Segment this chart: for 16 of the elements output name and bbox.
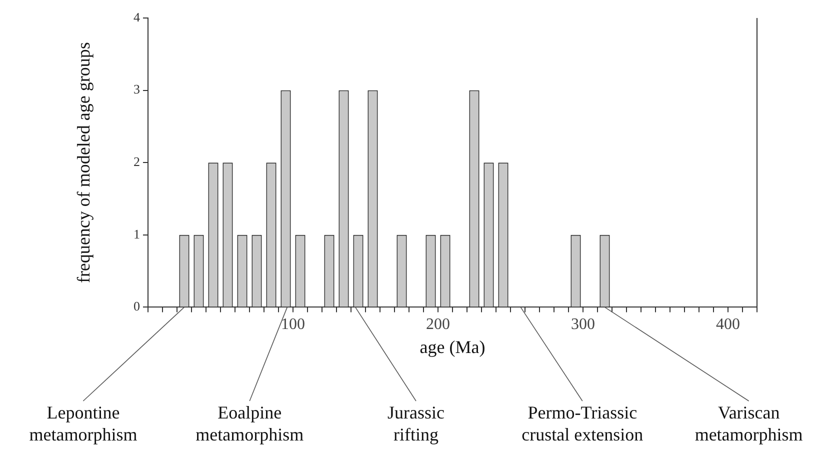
annotation: Eoalpine metamorphism [196,402,304,445]
x-tick-label: 100 [281,316,305,334]
annotation: Lepontine metamorphism [29,402,138,445]
y-axis-title: frequency of modeled age groups [74,42,94,284]
annotation: Permo-Triassic crustal extension [522,402,644,445]
annotation: Variscan metamorphism [694,402,803,445]
x-axis-title: age (Ma) [420,336,486,357]
y-tick-label: 0 [134,298,140,314]
y-tick-label: 1 [134,226,140,242]
y-tick-label: 2 [134,154,140,170]
x-tick-label: 400 [716,316,740,334]
x-tick-label: 300 [571,316,595,334]
annotation: Jurassic rifting [388,402,444,445]
y-tick-label: 3 [134,82,140,97]
x-tick-label: 200 [426,316,450,334]
y-tick-label: 4 [134,9,140,24]
